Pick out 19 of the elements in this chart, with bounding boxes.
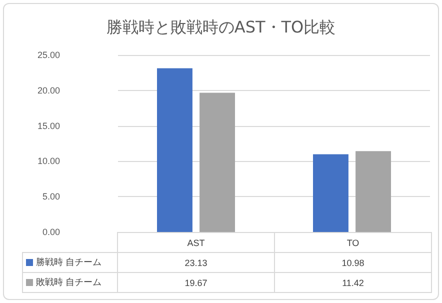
chart-title: 勝戦時と敗戦時のAST・TO比較: [106, 18, 336, 36]
y-tick-label: 5.00: [42, 192, 60, 202]
y-tick-label: 15.00: [37, 120, 60, 131]
y-tick-label: 25.00: [37, 50, 60, 60]
x-tick-label: TO: [274, 232, 432, 252]
y-tick-label: 10.00: [37, 156, 60, 166]
bar: [313, 154, 348, 232]
data-label: 19.67: [118, 272, 274, 292]
data-label: 10.98: [274, 252, 432, 272]
bar: [356, 151, 391, 232]
data-label: 23.13: [118, 252, 274, 272]
legend-label: 敗戦時 自チーム: [22, 272, 118, 292]
data-label: 11.42: [274, 272, 432, 292]
y-tick-label: 20.00: [37, 85, 60, 96]
legend-label: 勝戦時 自チーム: [22, 252, 118, 272]
bar: [157, 68, 192, 232]
y-tick-label: 0.00: [42, 227, 60, 237]
bar: [200, 92, 235, 232]
x-tick-label: AST: [118, 232, 274, 252]
